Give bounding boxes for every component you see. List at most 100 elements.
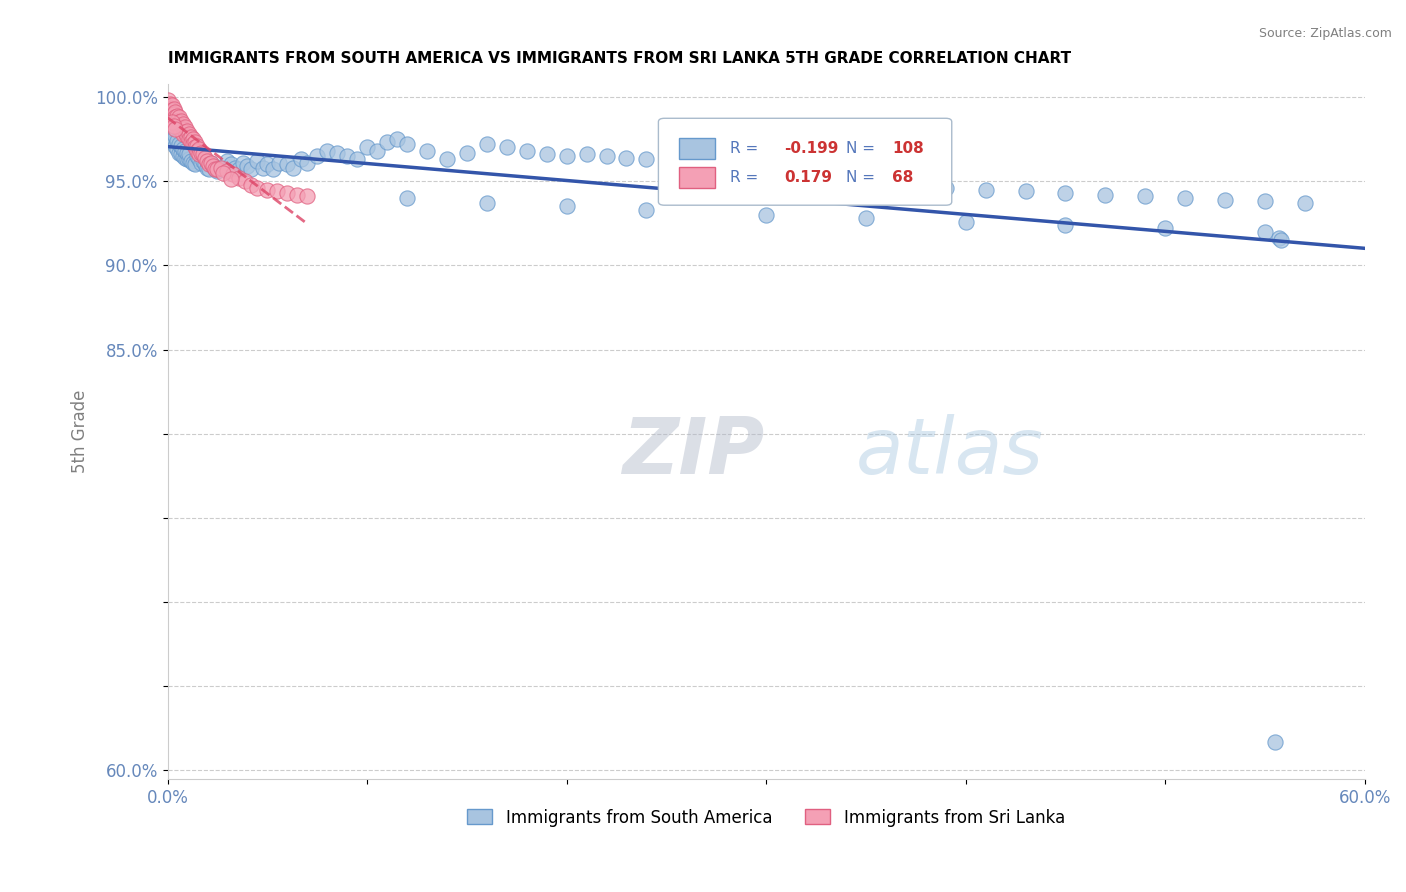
Point <box>636 153 658 167</box>
Point <box>183 137 205 152</box>
Point <box>170 119 193 133</box>
Point <box>283 161 305 175</box>
Point <box>165 122 187 136</box>
Point <box>252 161 274 175</box>
Point <box>180 153 202 168</box>
Point <box>159 123 181 137</box>
Point <box>456 145 478 160</box>
Point <box>160 98 183 112</box>
Point <box>174 144 197 158</box>
Point <box>256 183 278 197</box>
Point <box>179 153 201 167</box>
Point <box>1254 225 1277 239</box>
Point <box>160 127 183 141</box>
Text: R =: R = <box>730 169 758 185</box>
Point <box>162 119 184 133</box>
Text: ZIP: ZIP <box>623 414 765 490</box>
Point <box>188 153 211 167</box>
Point <box>176 123 198 137</box>
Point <box>204 162 226 177</box>
FancyBboxPatch shape <box>658 119 952 205</box>
Point <box>232 155 254 169</box>
Text: Source: ZipAtlas.com: Source: ZipAtlas.com <box>1258 27 1392 40</box>
Point <box>1264 735 1286 749</box>
Point <box>307 149 329 163</box>
Point <box>855 211 877 226</box>
Point <box>160 103 183 118</box>
Point <box>160 115 183 129</box>
Point <box>165 128 187 143</box>
Point <box>326 145 349 160</box>
FancyBboxPatch shape <box>679 137 714 159</box>
Point <box>233 174 256 188</box>
Point <box>165 105 187 120</box>
Point <box>176 145 198 160</box>
Point <box>204 162 226 177</box>
Point <box>290 153 312 167</box>
Point <box>716 164 738 178</box>
Point <box>179 147 201 161</box>
Point <box>209 161 232 175</box>
Point <box>198 157 221 171</box>
Point <box>475 137 498 152</box>
Point <box>395 137 418 152</box>
Point <box>166 134 188 148</box>
Point <box>316 144 339 158</box>
Point <box>246 181 269 195</box>
Point <box>675 157 697 171</box>
Point <box>184 136 207 150</box>
Point <box>188 142 211 156</box>
Text: -0.199: -0.199 <box>785 141 838 156</box>
Point <box>436 153 458 167</box>
Point <box>170 113 193 128</box>
Text: 108: 108 <box>891 141 924 156</box>
Point <box>935 181 957 195</box>
Point <box>170 138 193 153</box>
Point <box>169 110 191 124</box>
Point <box>166 119 188 133</box>
Point <box>169 115 191 129</box>
Point <box>162 102 184 116</box>
Point <box>276 157 298 171</box>
Point <box>186 149 208 163</box>
Point <box>202 159 225 173</box>
Point <box>217 164 239 178</box>
Text: N =: N = <box>846 169 876 185</box>
Point <box>194 151 217 165</box>
Point <box>198 162 221 177</box>
Point <box>536 147 558 161</box>
Point <box>184 140 207 154</box>
Point <box>162 136 184 150</box>
Point <box>1213 193 1236 207</box>
Point <box>695 161 717 175</box>
Text: 0.179: 0.179 <box>785 169 832 185</box>
Point <box>172 149 194 163</box>
Point <box>575 147 598 161</box>
Point <box>180 136 202 150</box>
Point <box>735 168 758 182</box>
FancyBboxPatch shape <box>679 167 714 188</box>
Point <box>794 170 817 185</box>
Point <box>655 153 678 168</box>
Point <box>1174 191 1197 205</box>
Point <box>194 157 217 171</box>
Point <box>179 127 201 141</box>
Point <box>346 153 368 167</box>
Point <box>835 174 858 188</box>
Point <box>855 178 877 192</box>
Point <box>174 125 197 139</box>
Point <box>180 130 202 145</box>
Point <box>1014 184 1036 198</box>
Point <box>269 155 291 169</box>
Point <box>172 117 194 131</box>
Point <box>775 169 797 183</box>
Point <box>200 155 222 169</box>
Point <box>169 145 191 160</box>
Point <box>222 168 245 182</box>
Point <box>159 105 181 120</box>
Point <box>186 138 208 153</box>
Point <box>207 162 229 177</box>
Point <box>165 110 187 124</box>
Point <box>285 187 308 202</box>
Point <box>212 166 235 180</box>
